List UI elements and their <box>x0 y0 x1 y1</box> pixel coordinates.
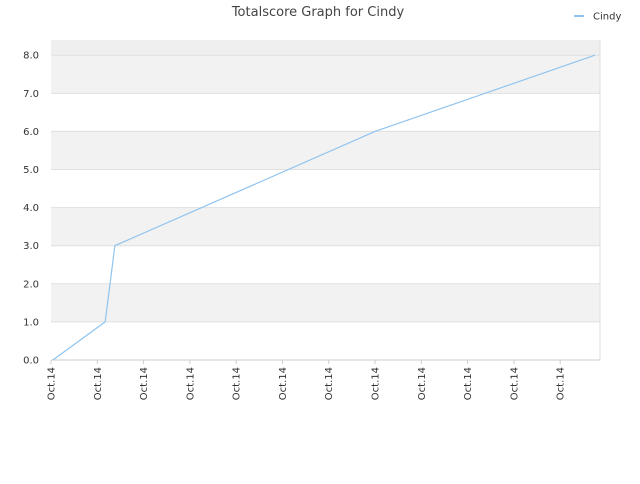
y-tick-label: 4.0 <box>23 203 39 214</box>
x-tick-label: Oct.14 <box>324 367 335 400</box>
x-tick-label: Oct.14 <box>371 367 382 400</box>
grid-band <box>51 131 600 170</box>
grid-band <box>51 55 600 94</box>
x-tick-label: Oct.14 <box>185 367 196 400</box>
x-tick-label: Oct.14 <box>278 367 289 400</box>
x-tick-label: Oct.14 <box>47 367 58 400</box>
x-tick-label: Oct.14 <box>232 367 243 400</box>
y-tick-label: 2.0 <box>23 279 39 290</box>
x-tick-label: Oct.14 <box>509 367 520 400</box>
grid-band <box>51 93 600 132</box>
chart-title: Totalscore Graph for Cindy <box>231 5 405 20</box>
legend-label: Cindy <box>593 12 621 23</box>
y-tick-label: 1.0 <box>23 317 39 328</box>
grid-band <box>51 321 600 360</box>
x-tick-label: Oct.14 <box>556 367 567 400</box>
x-tick-label: Oct.14 <box>417 367 428 400</box>
y-tick-label: 5.0 <box>23 165 39 176</box>
data-line <box>52 54 596 361</box>
y-tick-label: 8.0 <box>23 51 39 62</box>
grid-band <box>51 283 600 322</box>
x-tick-label: Oct.14 <box>93 367 104 400</box>
grid-band <box>51 207 600 246</box>
y-tick-label: 3.0 <box>23 241 39 252</box>
y-tick-label: 6.0 <box>23 127 39 138</box>
y-tick-label: 0.0 <box>23 356 39 367</box>
x-tick-label: Oct.14 <box>139 367 150 400</box>
grid-band <box>51 169 600 208</box>
x-tick-label: Oct.14 <box>463 367 474 400</box>
grid-band <box>51 245 600 284</box>
y-tick-label: 7.0 <box>23 89 39 100</box>
